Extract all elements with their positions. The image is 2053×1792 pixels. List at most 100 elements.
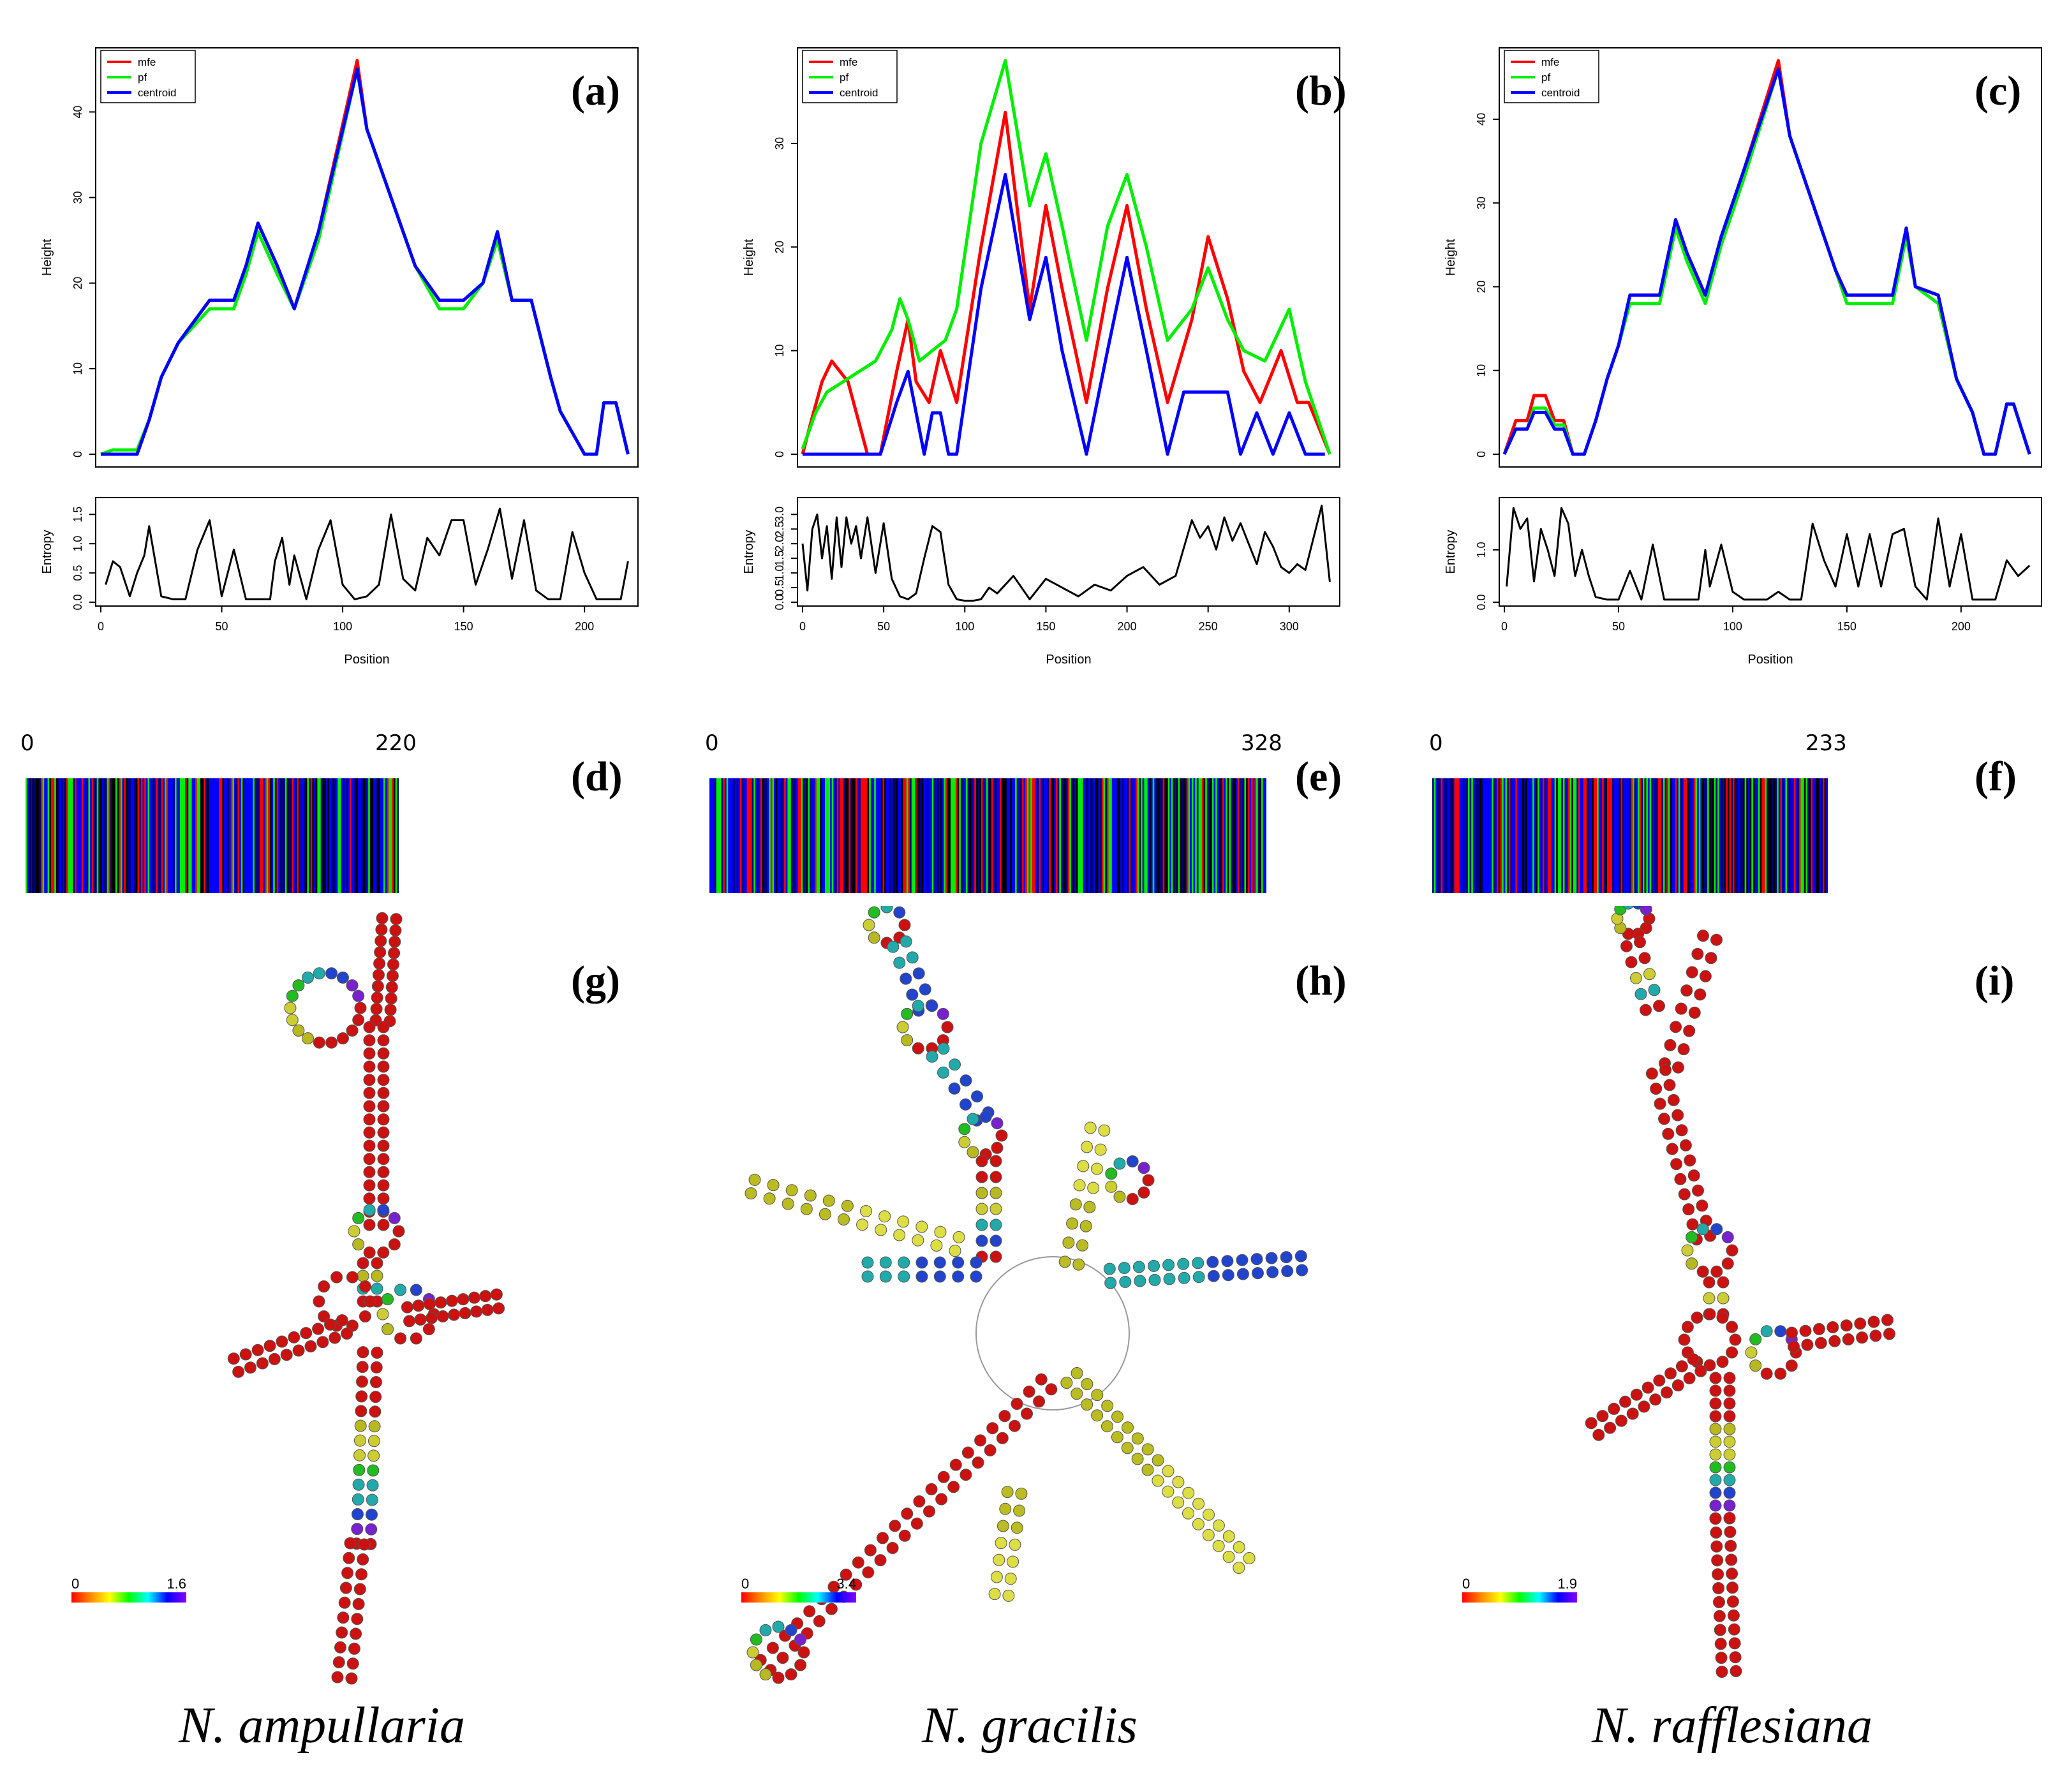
barcode-stripe bbox=[95, 778, 98, 893]
barcode-stripe bbox=[307, 778, 309, 893]
barcode-stripe bbox=[1758, 778, 1761, 893]
nucleotide bbox=[352, 1211, 365, 1224]
nucleotide bbox=[759, 1624, 772, 1636]
nucleotide bbox=[369, 1405, 382, 1418]
nucleotide bbox=[1723, 1384, 1736, 1397]
nucleotide bbox=[365, 1523, 378, 1536]
nucleotide bbox=[1091, 1409, 1104, 1422]
barcode-stripe bbox=[1263, 778, 1265, 893]
barcode-stripe bbox=[790, 778, 794, 893]
nucleotide bbox=[346, 979, 359, 992]
nucleotide bbox=[1604, 1421, 1617, 1434]
y-tick-label-bottom: 0.0 bbox=[71, 594, 84, 610]
nucleotide bbox=[354, 1419, 367, 1432]
y-tick-label-top: 10 bbox=[71, 362, 84, 375]
nucleotide bbox=[363, 1047, 376, 1060]
y-tick-label-top: 40 bbox=[1475, 113, 1488, 126]
nucleotide bbox=[1659, 1063, 1672, 1076]
nucleotide bbox=[785, 1624, 797, 1636]
barcode-stripe bbox=[1568, 778, 1571, 893]
barcode-stripe bbox=[1045, 778, 1048, 893]
nucleotide bbox=[1643, 968, 1656, 981]
nucleotide bbox=[975, 1218, 988, 1231]
barcode-stripe bbox=[1659, 778, 1662, 893]
barcode-stripe bbox=[363, 778, 366, 893]
nucleotide bbox=[1222, 1550, 1235, 1563]
nucleotide bbox=[1728, 1623, 1740, 1636]
barcode-stripe bbox=[1101, 778, 1104, 893]
y-tick-label-bottom: 0.0 bbox=[1475, 594, 1488, 610]
legend-label-mfe: mfe bbox=[1541, 56, 1559, 68]
barcode-stripe bbox=[1451, 778, 1453, 893]
barcode-stripe bbox=[1495, 778, 1497, 893]
nucleotide bbox=[336, 1626, 348, 1639]
barcode-stripe bbox=[1069, 778, 1072, 893]
series-line-pf bbox=[1502, 67, 2031, 456]
y-axis-label-height: Height bbox=[1444, 239, 1458, 276]
nucleotide bbox=[971, 1090, 983, 1103]
barcode-stripe bbox=[1818, 778, 1820, 893]
barcode-stripe bbox=[981, 778, 984, 893]
nucleotide bbox=[1687, 1353, 1700, 1366]
barcode-f bbox=[1432, 778, 1828, 893]
nucleotide bbox=[991, 1141, 1004, 1154]
nucleotide bbox=[797, 1646, 810, 1659]
barcode-stripe bbox=[310, 778, 313, 893]
barcode-stripe bbox=[305, 778, 308, 893]
mountain-plot-c: 0 10 20 30 40 0.0 1.0 0 50 100 150 200 Height Entropy… bbox=[1444, 47, 2042, 667]
barcode-stripe bbox=[1502, 778, 1504, 893]
barcode-stripe bbox=[1683, 778, 1686, 893]
nucleotide bbox=[1280, 1251, 1293, 1264]
series-line-entropy bbox=[1506, 507, 2031, 601]
x-tick-label: 50 bbox=[1612, 620, 1625, 633]
nucleotide bbox=[1008, 1419, 1021, 1432]
nucleotide bbox=[893, 956, 906, 969]
barcode-stripe bbox=[1664, 778, 1667, 893]
nucleotide bbox=[341, 1567, 354, 1580]
barcode-stripe bbox=[1483, 778, 1486, 893]
nucleotide bbox=[1712, 1568, 1724, 1581]
barcode-stripe bbox=[1617, 778, 1620, 893]
barcode-stripe bbox=[1747, 778, 1751, 893]
barcode-stripe bbox=[1217, 778, 1220, 893]
nucleotide bbox=[1653, 1000, 1665, 1012]
nucleotide bbox=[1011, 1398, 1023, 1410]
barcode-stripe bbox=[1003, 778, 1005, 893]
nucleotide bbox=[880, 906, 893, 914]
barcode-stripe bbox=[1549, 778, 1552, 893]
barcode-stripe bbox=[1146, 778, 1148, 893]
nucleotide bbox=[1111, 1411, 1124, 1423]
nucleotide bbox=[1677, 1043, 1690, 1056]
barcode-stripe bbox=[88, 778, 91, 893]
barcode-stripe bbox=[1467, 778, 1471, 893]
barcode-stripe bbox=[1442, 778, 1445, 893]
nucleotide bbox=[1192, 1271, 1205, 1284]
barcode-stripe bbox=[993, 778, 995, 893]
barcode-stripe bbox=[755, 778, 758, 893]
series-line-entropy bbox=[105, 507, 629, 600]
barcode-stripe bbox=[970, 778, 974, 893]
nucleotide bbox=[359, 1280, 371, 1292]
nucleotide bbox=[1667, 1093, 1680, 1106]
nucleotide bbox=[746, 1646, 759, 1659]
nucleotide bbox=[232, 1365, 245, 1378]
nucleotide bbox=[348, 1642, 360, 1655]
nucleotide bbox=[1680, 984, 1693, 997]
barcode-stripe bbox=[222, 778, 225, 893]
barcode-stripe bbox=[1208, 778, 1211, 893]
barcode-stripe bbox=[1821, 778, 1823, 893]
nucleotide bbox=[1083, 1201, 1096, 1213]
barcode-stripe bbox=[1139, 778, 1141, 893]
barcode-stripe bbox=[1649, 778, 1652, 893]
barcode-stripe bbox=[1652, 778, 1656, 893]
nucleotide bbox=[1723, 1372, 1736, 1384]
barcode-stripe bbox=[1134, 778, 1136, 893]
barcode-stripe bbox=[995, 778, 997, 893]
nucleotide bbox=[1692, 1184, 1704, 1197]
x-tick-label: 150 bbox=[1837, 620, 1857, 633]
barcode-stripe bbox=[166, 778, 168, 893]
nucleotide bbox=[1724, 1525, 1737, 1538]
barcode-stripe bbox=[1597, 778, 1599, 893]
nucleotide bbox=[1785, 1359, 1798, 1372]
barcode-stripe bbox=[1778, 778, 1781, 893]
